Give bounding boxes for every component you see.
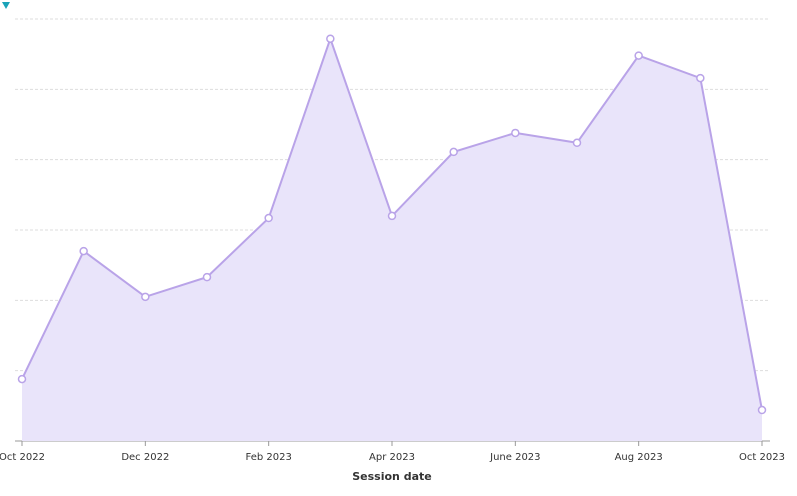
point (326, 34, 335, 43)
area (22, 38, 762, 442)
point (202, 272, 212, 282)
corner-marker (2, 2, 10, 9)
x-tick-label: June 2023 (489, 452, 540, 463)
x-tick-label: Feb 2023 (245, 452, 291, 463)
x-tick-label: Dec 2022 (121, 452, 169, 463)
x-tick-label: Oct 2023 (739, 452, 785, 463)
point (79, 246, 88, 256)
x-tick-label: Aug 2023 (615, 452, 663, 463)
point (511, 128, 520, 138)
point (387, 211, 397, 221)
x-axis-title: Session date (352, 470, 431, 483)
x-tick-label: Apr 2023 (369, 452, 415, 463)
point (572, 138, 582, 148)
point (634, 51, 643, 60)
point (696, 73, 705, 83)
point (449, 147, 458, 157)
x-tick-label: Oct 2022 (0, 452, 45, 463)
point (141, 292, 150, 302)
point (17, 374, 27, 384)
point (757, 405, 767, 415)
point (264, 213, 273, 223)
